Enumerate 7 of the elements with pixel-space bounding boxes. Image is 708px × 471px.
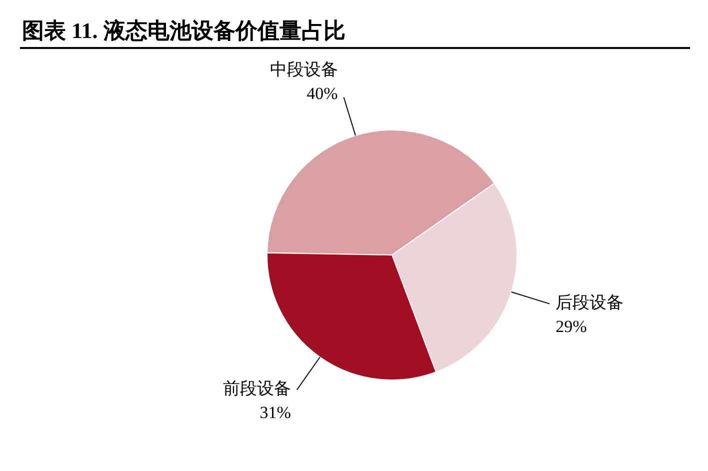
- data-label: 31%: [260, 402, 291, 422]
- chart-title: 图表 11. 液态电池设备价值量占比: [22, 18, 346, 43]
- data-label: 40%: [306, 84, 338, 104]
- data-label: 29%: [556, 316, 587, 336]
- slice-label: 前段设备: [222, 378, 291, 398]
- slice-label: 后段设备: [556, 292, 624, 312]
- slice-label: 中段设备: [270, 60, 338, 80]
